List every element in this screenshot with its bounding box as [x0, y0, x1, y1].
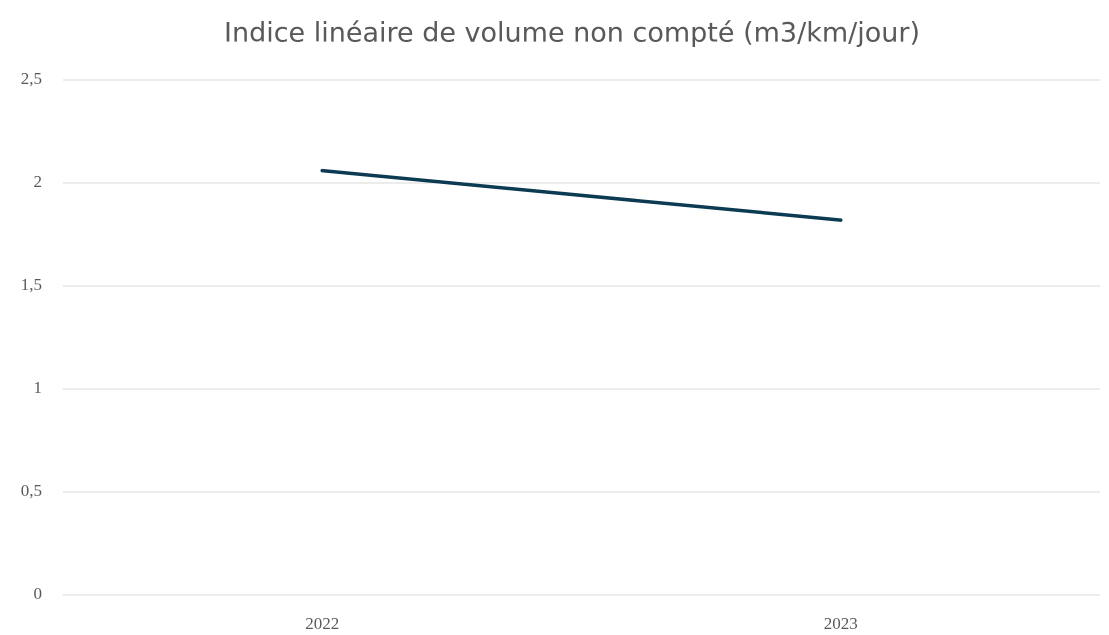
- x-tick-label: 2022: [305, 614, 339, 633]
- y-tick-label: 2: [34, 172, 43, 191]
- x-tick-label: 2023: [824, 614, 858, 633]
- data-line: [320, 168, 843, 222]
- y-tick-label: 0: [34, 584, 43, 603]
- y-tick-label: 1: [34, 378, 43, 397]
- y-tick-label: 1,5: [21, 275, 42, 294]
- y-tick-label: 2,5: [21, 69, 42, 88]
- y-tick-label: 0,5: [21, 481, 42, 500]
- chart-title: Indice linéaire de volume non compté (m3…: [224, 18, 920, 49]
